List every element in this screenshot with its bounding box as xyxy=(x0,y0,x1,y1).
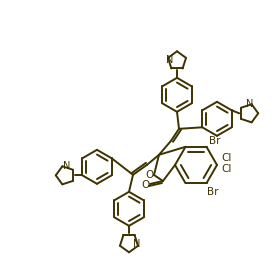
Text: Br: Br xyxy=(207,187,219,197)
Text: N: N xyxy=(63,161,70,171)
Text: O: O xyxy=(141,180,149,190)
Text: N: N xyxy=(133,239,141,249)
Text: N: N xyxy=(166,55,174,65)
Text: Cl: Cl xyxy=(221,164,231,174)
Text: Br: Br xyxy=(208,136,220,146)
Text: Cl: Cl xyxy=(221,153,231,163)
Text: O: O xyxy=(146,170,154,180)
Text: N: N xyxy=(246,99,254,109)
